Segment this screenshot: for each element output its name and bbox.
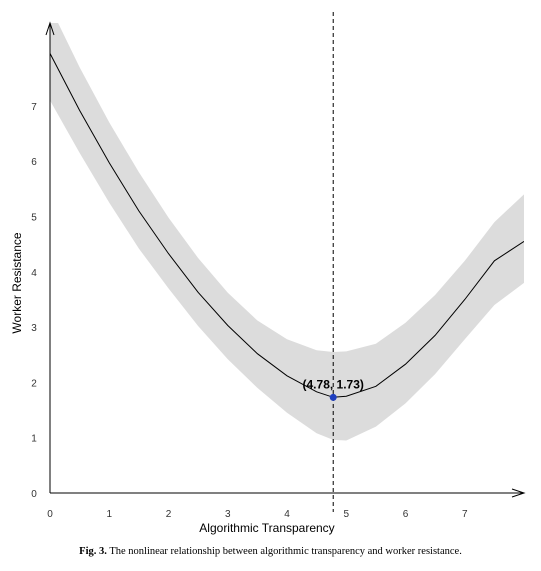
tick-labels: 0 1 2 3 4 5 6 7 0 1 2 3 4 5 6 7	[31, 102, 468, 520]
y-tick-label: 7	[31, 102, 37, 113]
chart-marks: (4.78, 1.73)	[50, 12, 524, 512]
x-tick-label: 2	[166, 509, 172, 520]
confidence-band	[50, 23, 524, 441]
y-tick-label: 1	[31, 434, 37, 445]
x-tick-label: 7	[462, 509, 468, 520]
x-axis-label: Algorithmic Transparency	[199, 521, 334, 535]
axes	[45, 21, 526, 498]
minimum-point-label: (4.78, 1.73)	[303, 377, 364, 391]
y-axis-arrow	[45, 21, 55, 36]
figure-caption-label: Fig. 3.	[79, 546, 107, 557]
y-tick-label: 6	[31, 157, 37, 168]
y-tick-label: 0	[31, 489, 37, 500]
y-tick-label: 3	[31, 323, 37, 334]
x-tick-label: 0	[47, 509, 53, 520]
x-tick-label: 4	[284, 509, 290, 520]
x-tick-label: 6	[403, 509, 409, 520]
y-tick-label: 5	[31, 213, 37, 224]
fitted-curve	[50, 53, 524, 398]
x-tick-label: 5	[343, 509, 349, 520]
y-axis-label: Worker Resistance	[10, 232, 24, 333]
minimum-point	[329, 393, 337, 401]
x-tick-label: 3	[225, 509, 231, 520]
y-tick-label: 4	[31, 268, 37, 279]
confidence-band-layer	[50, 23, 524, 441]
figure-caption-text: The nonlinear relationship between algor…	[109, 546, 462, 557]
chart: 0 1 2 3 4 5 6 7 0 1 2 3 4 5 6 7 (4.78, 1.73) Algorithmi…	[10, 12, 526, 535]
y-tick-label: 2	[31, 378, 37, 389]
figure-caption: Fig. 3. The nonlinear relationship betwe…	[0, 546, 541, 557]
x-axis-arrow	[511, 488, 526, 498]
x-tick-label: 1	[106, 509, 112, 520]
